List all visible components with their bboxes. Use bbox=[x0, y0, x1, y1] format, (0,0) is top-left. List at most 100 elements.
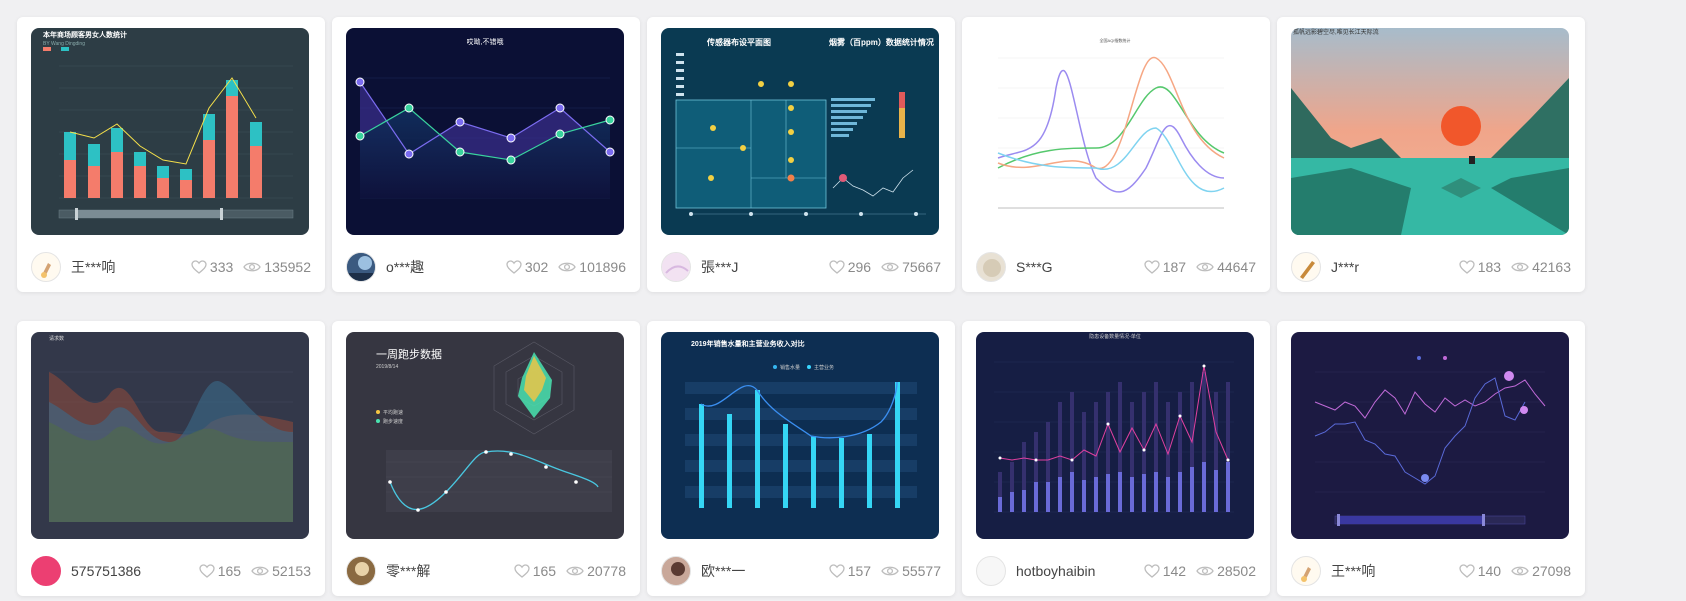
like-value: 296 bbox=[847, 259, 872, 275]
eye-icon bbox=[881, 262, 899, 272]
author-name[interactable]: hotboyhaibin bbox=[1016, 563, 1096, 579]
like-count[interactable]: 165 bbox=[199, 563, 241, 579]
eye-icon bbox=[558, 262, 577, 272]
like-count[interactable]: 142 bbox=[1144, 563, 1186, 579]
like-count[interactable]: 165 bbox=[514, 563, 556, 579]
thumb-subtitle: BY Wang Dingding bbox=[43, 41, 85, 47]
view-count: 42163 bbox=[1511, 259, 1571, 275]
avatar[interactable] bbox=[661, 252, 691, 282]
view-count: 52153 bbox=[251, 563, 311, 579]
avatar[interactable] bbox=[346, 556, 376, 586]
gallery-card[interactable]: 本年商场顾客男女人数统计 BY Wang Dingding bbox=[17, 17, 325, 292]
avatar[interactable] bbox=[976, 252, 1006, 282]
view-count: 27098 bbox=[1511, 563, 1571, 579]
gallery-card[interactable]: 请求数 575751386 165 52153 bbox=[17, 321, 325, 596]
like-value: 165 bbox=[532, 563, 557, 579]
author-name[interactable]: 575751386 bbox=[71, 563, 142, 579]
view-value: 28502 bbox=[1217, 563, 1256, 579]
heart-icon bbox=[829, 564, 845, 578]
card-footer: 張***J 296 75667 bbox=[661, 251, 941, 283]
card-thumbnail[interactable]: 孤帆远影碧空尽,唯见长江天际流 bbox=[1291, 28, 1569, 235]
thumbnail-radar-line-chart: 一周跑步数据 2019/8/14 平均跑速 跑步速度 bbox=[346, 332, 624, 539]
like-value: 333 bbox=[209, 259, 234, 275]
author-name[interactable]: o***趣 bbox=[386, 259, 425, 275]
thumbnail-bar-chart: 本年商场顾客男女人数统计 BY Wang Dingding bbox=[31, 28, 309, 235]
gallery-card[interactable]: 孤帆远影碧空尽,唯见长江天际流 J***r 183 4 bbox=[1277, 17, 1585, 292]
view-value: 42163 bbox=[1532, 259, 1571, 275]
like-value: 140 bbox=[1477, 563, 1502, 579]
avatar[interactable] bbox=[31, 556, 61, 586]
thumb-title: 传感器布设平面图 bbox=[706, 37, 771, 47]
card-thumbnail[interactable] bbox=[1291, 332, 1569, 539]
thumbnail-smooth-line-chart: 全国AQI指数统计 bbox=[976, 28, 1254, 235]
eye-icon bbox=[251, 566, 269, 576]
avatar[interactable] bbox=[31, 252, 61, 282]
view-value: 44647 bbox=[1217, 259, 1256, 275]
view-value: 75667 bbox=[902, 259, 941, 275]
thumb-title: 哎呦,不错哦 bbox=[467, 37, 504, 46]
like-count[interactable]: 296 bbox=[829, 259, 871, 275]
card-thumbnail[interactable]: 全国AQI指数统计 bbox=[976, 28, 1254, 235]
thumbnail-floorplan-dashboard: 传感器布设平面图 烟雾（百ppm）数据统计情况 bbox=[661, 28, 939, 235]
avatar[interactable] bbox=[346, 252, 376, 282]
like-value: 183 bbox=[1477, 259, 1502, 275]
legend-1: 平均跑速 bbox=[383, 409, 403, 416]
avatar[interactable] bbox=[661, 556, 691, 586]
like-count[interactable]: 157 bbox=[829, 563, 871, 579]
view-count: 101896 bbox=[558, 259, 626, 275]
avatar[interactable] bbox=[976, 556, 1006, 586]
thumbnail-bar-line-chart: 2019年销售水量和主营业务收入对比 销售水量 主营业务 bbox=[661, 332, 939, 539]
thumb-title-2: 烟雾（百ppm）数据统计情况 bbox=[829, 37, 934, 47]
gallery-card[interactable]: 一周跑步数据 2019/8/14 平均跑速 跑步速度 bbox=[332, 321, 640, 596]
heart-icon bbox=[199, 564, 215, 578]
gallery-card[interactable]: 传感器布设平面图 烟雾（百ppm）数据统计情况 bbox=[647, 17, 955, 292]
card-thumbnail[interactable]: 2019年销售水量和主营业务收入对比 销售水量 主营业务 bbox=[661, 332, 939, 539]
heart-icon bbox=[1459, 564, 1475, 578]
author-name[interactable]: S***G bbox=[1016, 259, 1053, 275]
card-thumbnail[interactable]: 隐患设备数量情况-单位 bbox=[976, 332, 1254, 539]
avatar[interactable] bbox=[1291, 556, 1321, 586]
gallery-card[interactable]: 2019年销售水量和主营业务收入对比 销售水量 主营业务 bbox=[647, 321, 955, 596]
like-count[interactable]: 183 bbox=[1459, 259, 1501, 275]
author-name[interactable]: 張***J bbox=[701, 259, 739, 275]
thumb-title: 隐患设备数量情况-单位 bbox=[1089, 333, 1141, 340]
thumb-title: 本年商场顾客男女人数统计 bbox=[42, 30, 127, 39]
gallery-card[interactable]: 王***响 140 27098 bbox=[1277, 321, 1585, 596]
like-count[interactable]: 140 bbox=[1459, 563, 1501, 579]
card-thumbnail[interactable]: 本年商场顾客男女人数统计 BY Wang Dingding bbox=[31, 28, 309, 235]
thumb-title: 孤帆远影碧空尽,唯见长江天际流 bbox=[1293, 28, 1379, 36]
like-count[interactable]: 187 bbox=[1144, 259, 1186, 275]
card-footer: 王***响 333 135952 bbox=[31, 251, 311, 283]
author-name[interactable]: 王***响 bbox=[71, 259, 116, 275]
card-footer: S***G 187 44647 bbox=[976, 251, 1256, 283]
like-value: 165 bbox=[217, 563, 242, 579]
eye-icon bbox=[1511, 566, 1529, 576]
view-count: 44647 bbox=[1196, 259, 1256, 275]
gallery-card[interactable]: 隐患设备数量情况-单位 bbox=[962, 321, 1270, 596]
eye-icon bbox=[1511, 262, 1529, 272]
thumb-title: 一周跑步数据 bbox=[376, 347, 442, 361]
gallery-card[interactable]: 哎呦,不错哦 o***趣 302 bbox=[332, 17, 640, 292]
author-name[interactable]: J***r bbox=[1331, 259, 1360, 275]
author-name[interactable]: 欧***一 bbox=[701, 563, 746, 579]
thumbnail-landscape-illustration: 孤帆远影碧空尽,唯见长江天际流 bbox=[1291, 28, 1569, 235]
thumb-title: 2019年销售水量和主营业务收入对比 bbox=[691, 339, 805, 348]
heart-icon bbox=[1144, 260, 1160, 274]
view-count: 75667 bbox=[881, 259, 941, 275]
avatar[interactable] bbox=[1291, 252, 1321, 282]
card-footer: 零***解 165 20778 bbox=[346, 555, 626, 587]
eye-icon bbox=[1196, 566, 1214, 576]
card-thumbnail[interactable]: 一周跑步数据 2019/8/14 平均跑速 跑步速度 bbox=[346, 332, 624, 539]
like-count[interactable]: 302 bbox=[506, 259, 548, 275]
card-thumbnail[interactable]: 哎呦,不错哦 bbox=[346, 28, 624, 235]
card-thumbnail[interactable]: 传感器布设平面图 烟雾（百ppm）数据统计情况 bbox=[661, 28, 939, 235]
card-footer: hotboyhaibin 142 28502 bbox=[976, 555, 1256, 587]
thumbnail-bar-line-chart: 隐患设备数量情况-单位 bbox=[976, 332, 1254, 539]
author-name[interactable]: 零***解 bbox=[386, 563, 431, 579]
card-thumbnail[interactable]: 请求数 bbox=[31, 332, 309, 539]
card-footer: J***r 183 42163 bbox=[1291, 251, 1571, 283]
author-name[interactable]: 王***响 bbox=[1331, 563, 1376, 579]
gallery-card[interactable]: 全国AQI指数统计 S***G 187 bbox=[962, 17, 1270, 292]
like-count[interactable]: 333 bbox=[191, 259, 233, 275]
